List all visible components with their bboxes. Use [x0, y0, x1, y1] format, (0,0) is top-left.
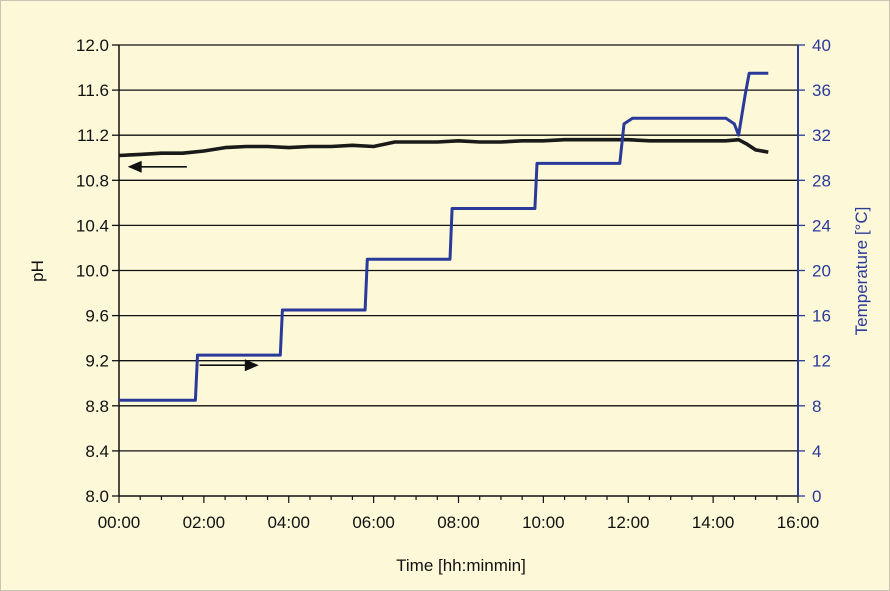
x-tick-label: 10:00	[522, 513, 565, 532]
temperature-axis-arrow-head	[244, 359, 259, 372]
y-left-tick-label: 10.0	[76, 262, 109, 281]
y-left-tick-label: 10.8	[76, 171, 109, 190]
y-left-tick-label: 8.0	[85, 487, 109, 506]
y-right-tick-label: 40	[812, 36, 831, 55]
y-left-tick-label: 9.2	[85, 352, 109, 371]
annotation-layer	[127, 160, 259, 372]
y-right-tick-label: 36	[812, 81, 831, 100]
y-right-axis-title: Temperature [°C]	[852, 207, 871, 336]
x-tick-label: 16:00	[777, 513, 820, 532]
y-right-tick-label: 0	[812, 487, 821, 506]
y-right-tick-label: 28	[812, 171, 831, 190]
y-right-tick-label: 16	[812, 307, 831, 326]
y-left-tick-label: 9.6	[85, 307, 109, 326]
x-tick-label: 14:00	[692, 513, 735, 532]
y-right-tick-label: 32	[812, 126, 831, 145]
y-left-tick-label: 12.0	[76, 36, 109, 55]
x-tick-label: 02:00	[183, 513, 226, 532]
y-right-tick-label: 24	[812, 216, 831, 235]
axes	[112, 44, 805, 503]
x-tick-label: 08:00	[437, 513, 480, 532]
x-tick-label: 12:00	[607, 513, 650, 532]
y-left-tick-label: 11.6	[77, 81, 109, 100]
y-left-tick-label: 8.4	[85, 442, 109, 461]
y-left-tick-label: 8.8	[85, 397, 109, 416]
y-left-tick-label: 11.2	[77, 126, 109, 145]
x-tick-label: 00:00	[98, 513, 141, 532]
y-right-tick-label: 4	[812, 442, 821, 461]
y-right-tick-label: 20	[812, 262, 831, 281]
series-layer	[118, 71, 769, 402]
ph-axis-arrow-head	[127, 160, 142, 173]
grid-lines	[119, 89, 798, 452]
temperature-series-line	[119, 71, 769, 402]
x-axis-title: Time [hh:minmin]	[396, 556, 526, 575]
y-right-tick-label: 12	[812, 352, 831, 371]
ph-series-line	[118, 137, 769, 158]
x-tick-label: 04:00	[267, 513, 310, 532]
tick-labels: 8.0 8.4 8.8 9.2 9.6 10.0 10.4 10.8 11.2 11.6 12.0 0…	[76, 36, 831, 532]
x-tick-label: 06:00	[352, 513, 395, 532]
y-left-axis-title: pH	[28, 260, 47, 282]
y-right-tick-label: 8	[812, 397, 821, 416]
y-left-tick-label: 10.4	[76, 216, 109, 235]
